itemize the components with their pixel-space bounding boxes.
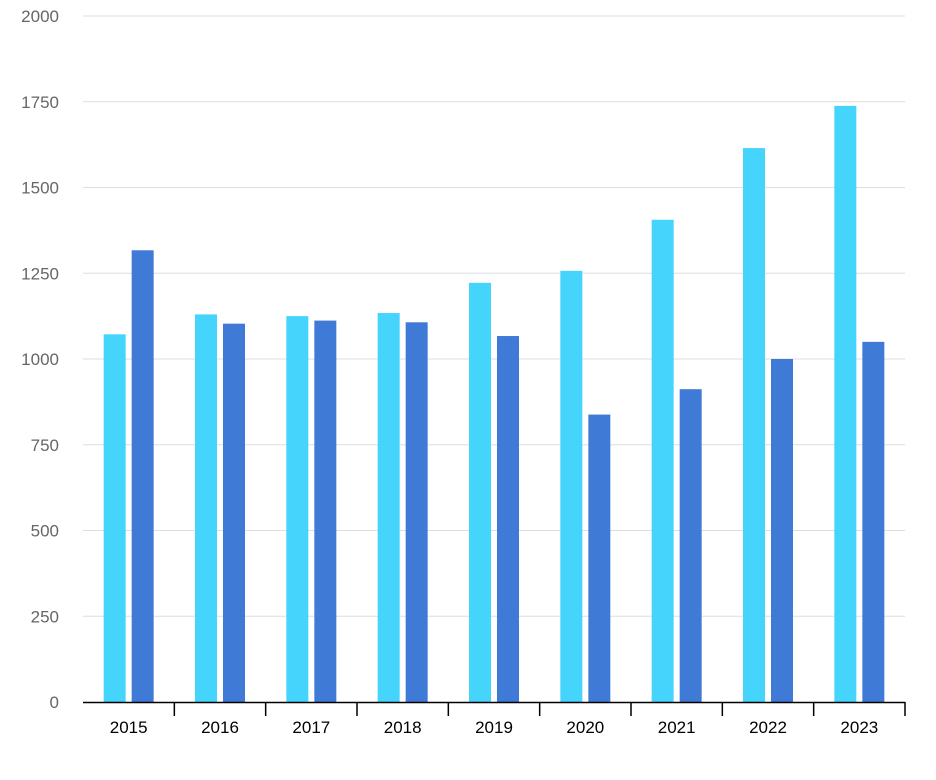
x-tick-label: 2018 — [384, 718, 422, 737]
bar — [497, 336, 519, 702]
x-axis: 2015 2016 2017 2018 2019 2020 2021 2022 2023 — [83, 701, 906, 737]
y-tick-label: 2000 — [21, 7, 59, 26]
bar — [743, 148, 765, 702]
x-tick-label: 2021 — [658, 718, 696, 737]
bar — [862, 341, 885, 702]
x-tick-label: 2023 — [840, 718, 878, 737]
bar — [103, 334, 126, 702]
bar — [651, 219, 674, 702]
bar — [377, 313, 400, 702]
bar — [314, 320, 337, 702]
bar — [560, 270, 583, 702]
x-tick-label: 2015 — [110, 718, 148, 737]
y-tick-label: 1000 — [21, 350, 59, 369]
bar — [771, 359, 793, 702]
y-tick-label: 1500 — [21, 179, 59, 198]
x-tick-label: 2022 — [749, 718, 787, 737]
x-tick-label: 2016 — [201, 718, 239, 737]
x-tick-label: 2020 — [566, 718, 604, 737]
gridlines — [83, 15, 905, 617]
bar — [834, 105, 857, 703]
bar — [679, 389, 702, 702]
x-tick-label: 2019 — [475, 718, 513, 737]
y-tick-label: 500 — [31, 522, 59, 541]
bar — [469, 282, 491, 702]
y-tick-label: 1250 — [21, 264, 59, 283]
bar — [286, 316, 309, 702]
bar — [588, 414, 611, 702]
bar — [223, 323, 245, 702]
y-axis-ticks: 0 250 500 750 1000 1250 1500 1750 2000 — [21, 7, 59, 712]
y-tick-label: 750 — [31, 436, 59, 455]
bar — [131, 250, 154, 703]
x-tick-label: 2017 — [292, 718, 330, 737]
y-tick-label: 0 — [50, 693, 59, 712]
y-tick-label: 1750 — [21, 93, 59, 112]
y-tick-label: 250 — [31, 607, 59, 626]
bar — [195, 314, 217, 702]
bar — [405, 322, 428, 702]
bars — [103, 105, 885, 703]
